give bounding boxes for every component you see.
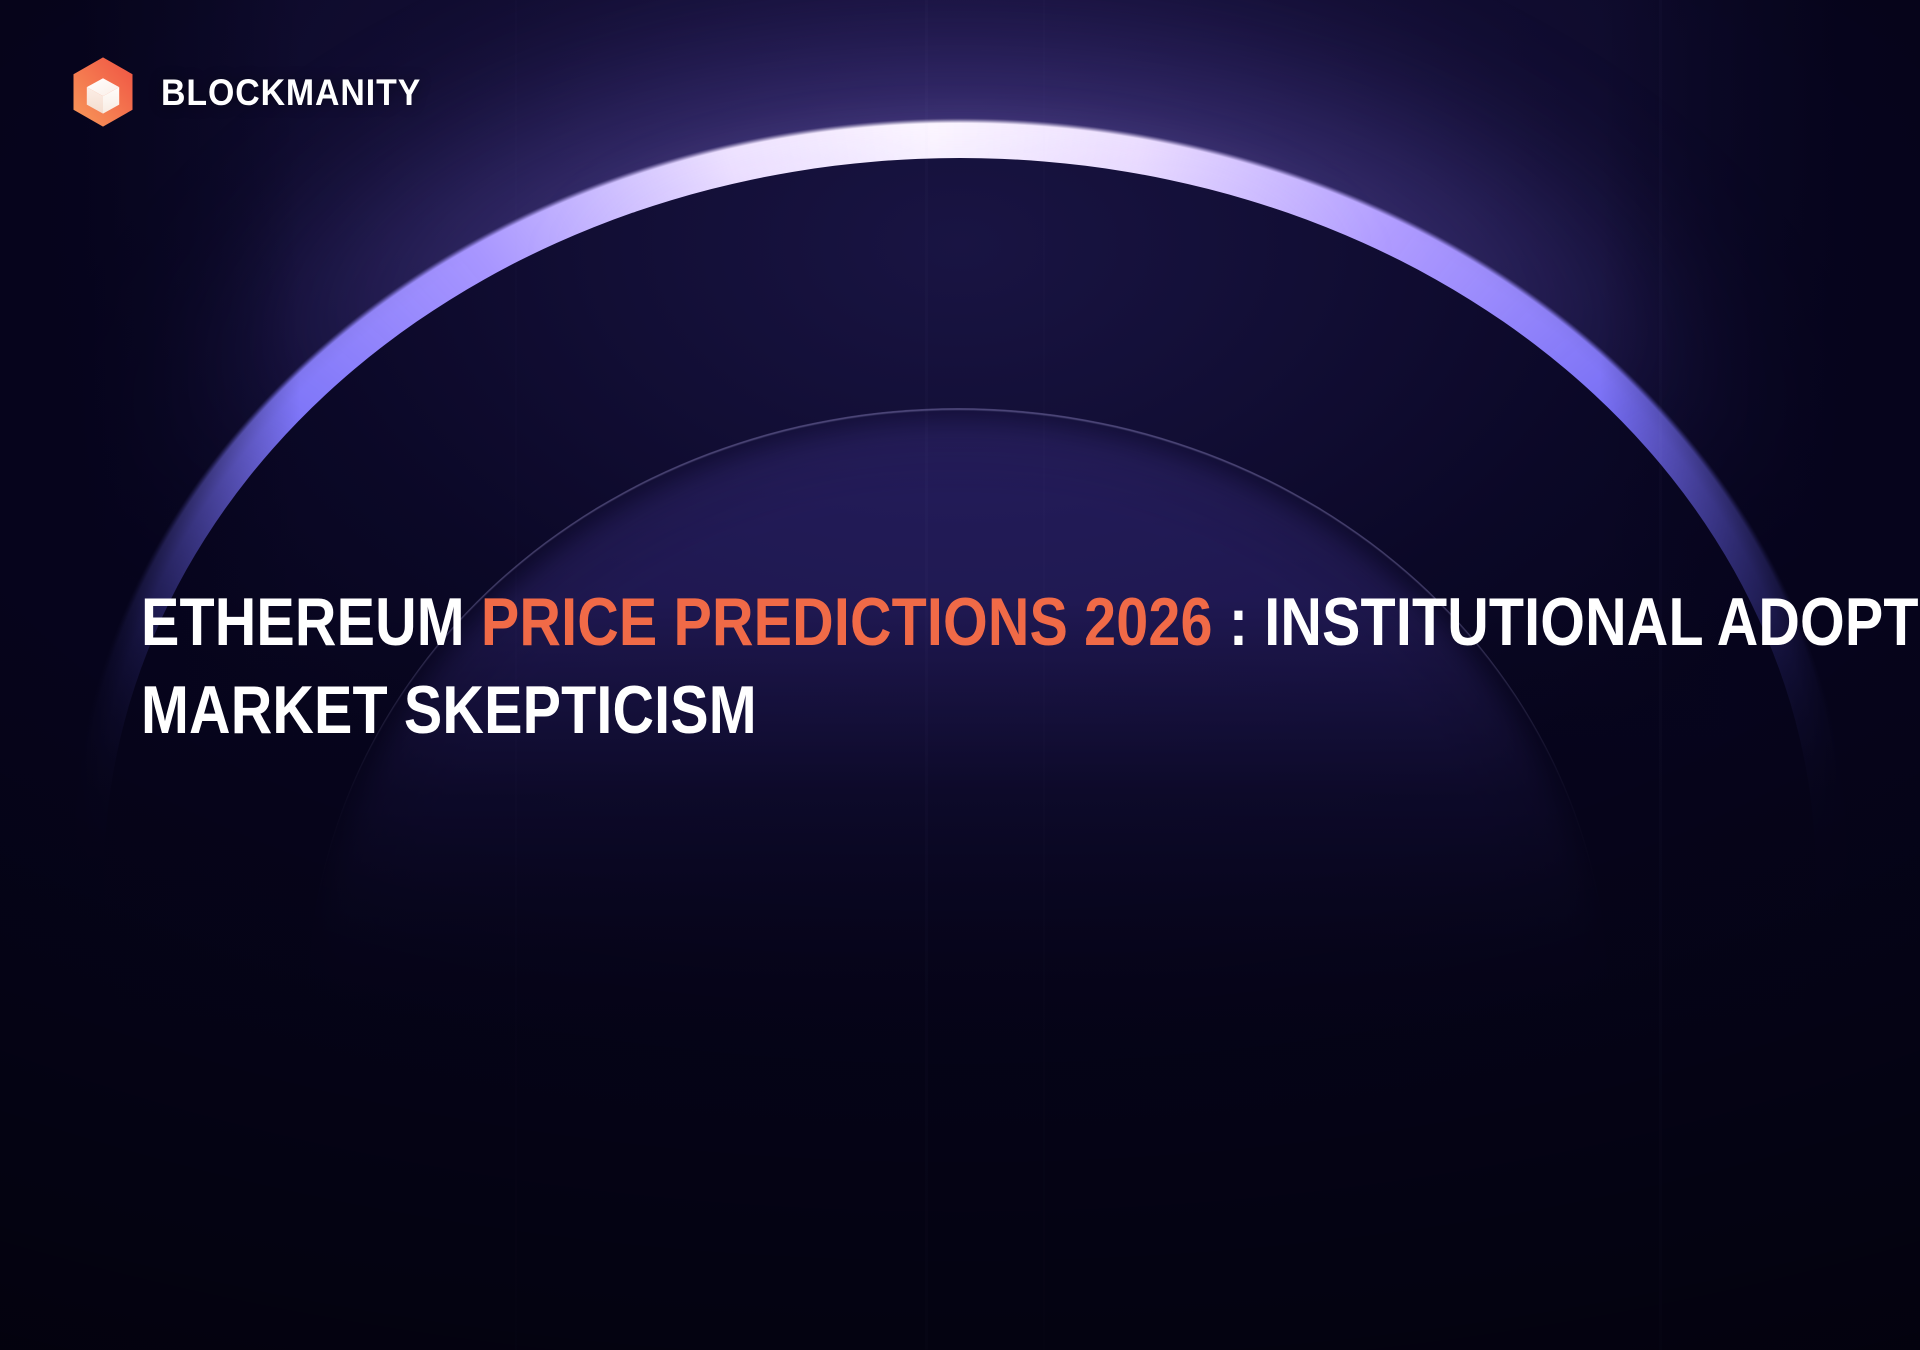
headline-line-1: ETHEREUM PRICE PREDICTIONS 2026 : INSTIT…	[141, 578, 1920, 666]
hexagon-cube-icon	[66, 55, 140, 129]
headline-segment-accent: PRICE PREDICTIONS 2026	[480, 584, 1213, 660]
headline-line-2: MARKET SKEPTICISM	[141, 666, 1831, 754]
brand-name: BLOCKMANITY	[161, 71, 422, 113]
headline-segment-plain-2: : INSTITUTIONAL ADOPTION VS.	[1228, 584, 1920, 660]
page-title: ETHEREUM PRICE PREDICTIONS 2026 : INSTIT…	[141, 578, 1920, 754]
brand-logo[interactable]: BLOCKMANITY	[66, 55, 445, 129]
headline-segment-plain: ETHEREUM	[141, 584, 481, 660]
headline-line-2-text: MARKET SKEPTICISM	[141, 672, 757, 748]
